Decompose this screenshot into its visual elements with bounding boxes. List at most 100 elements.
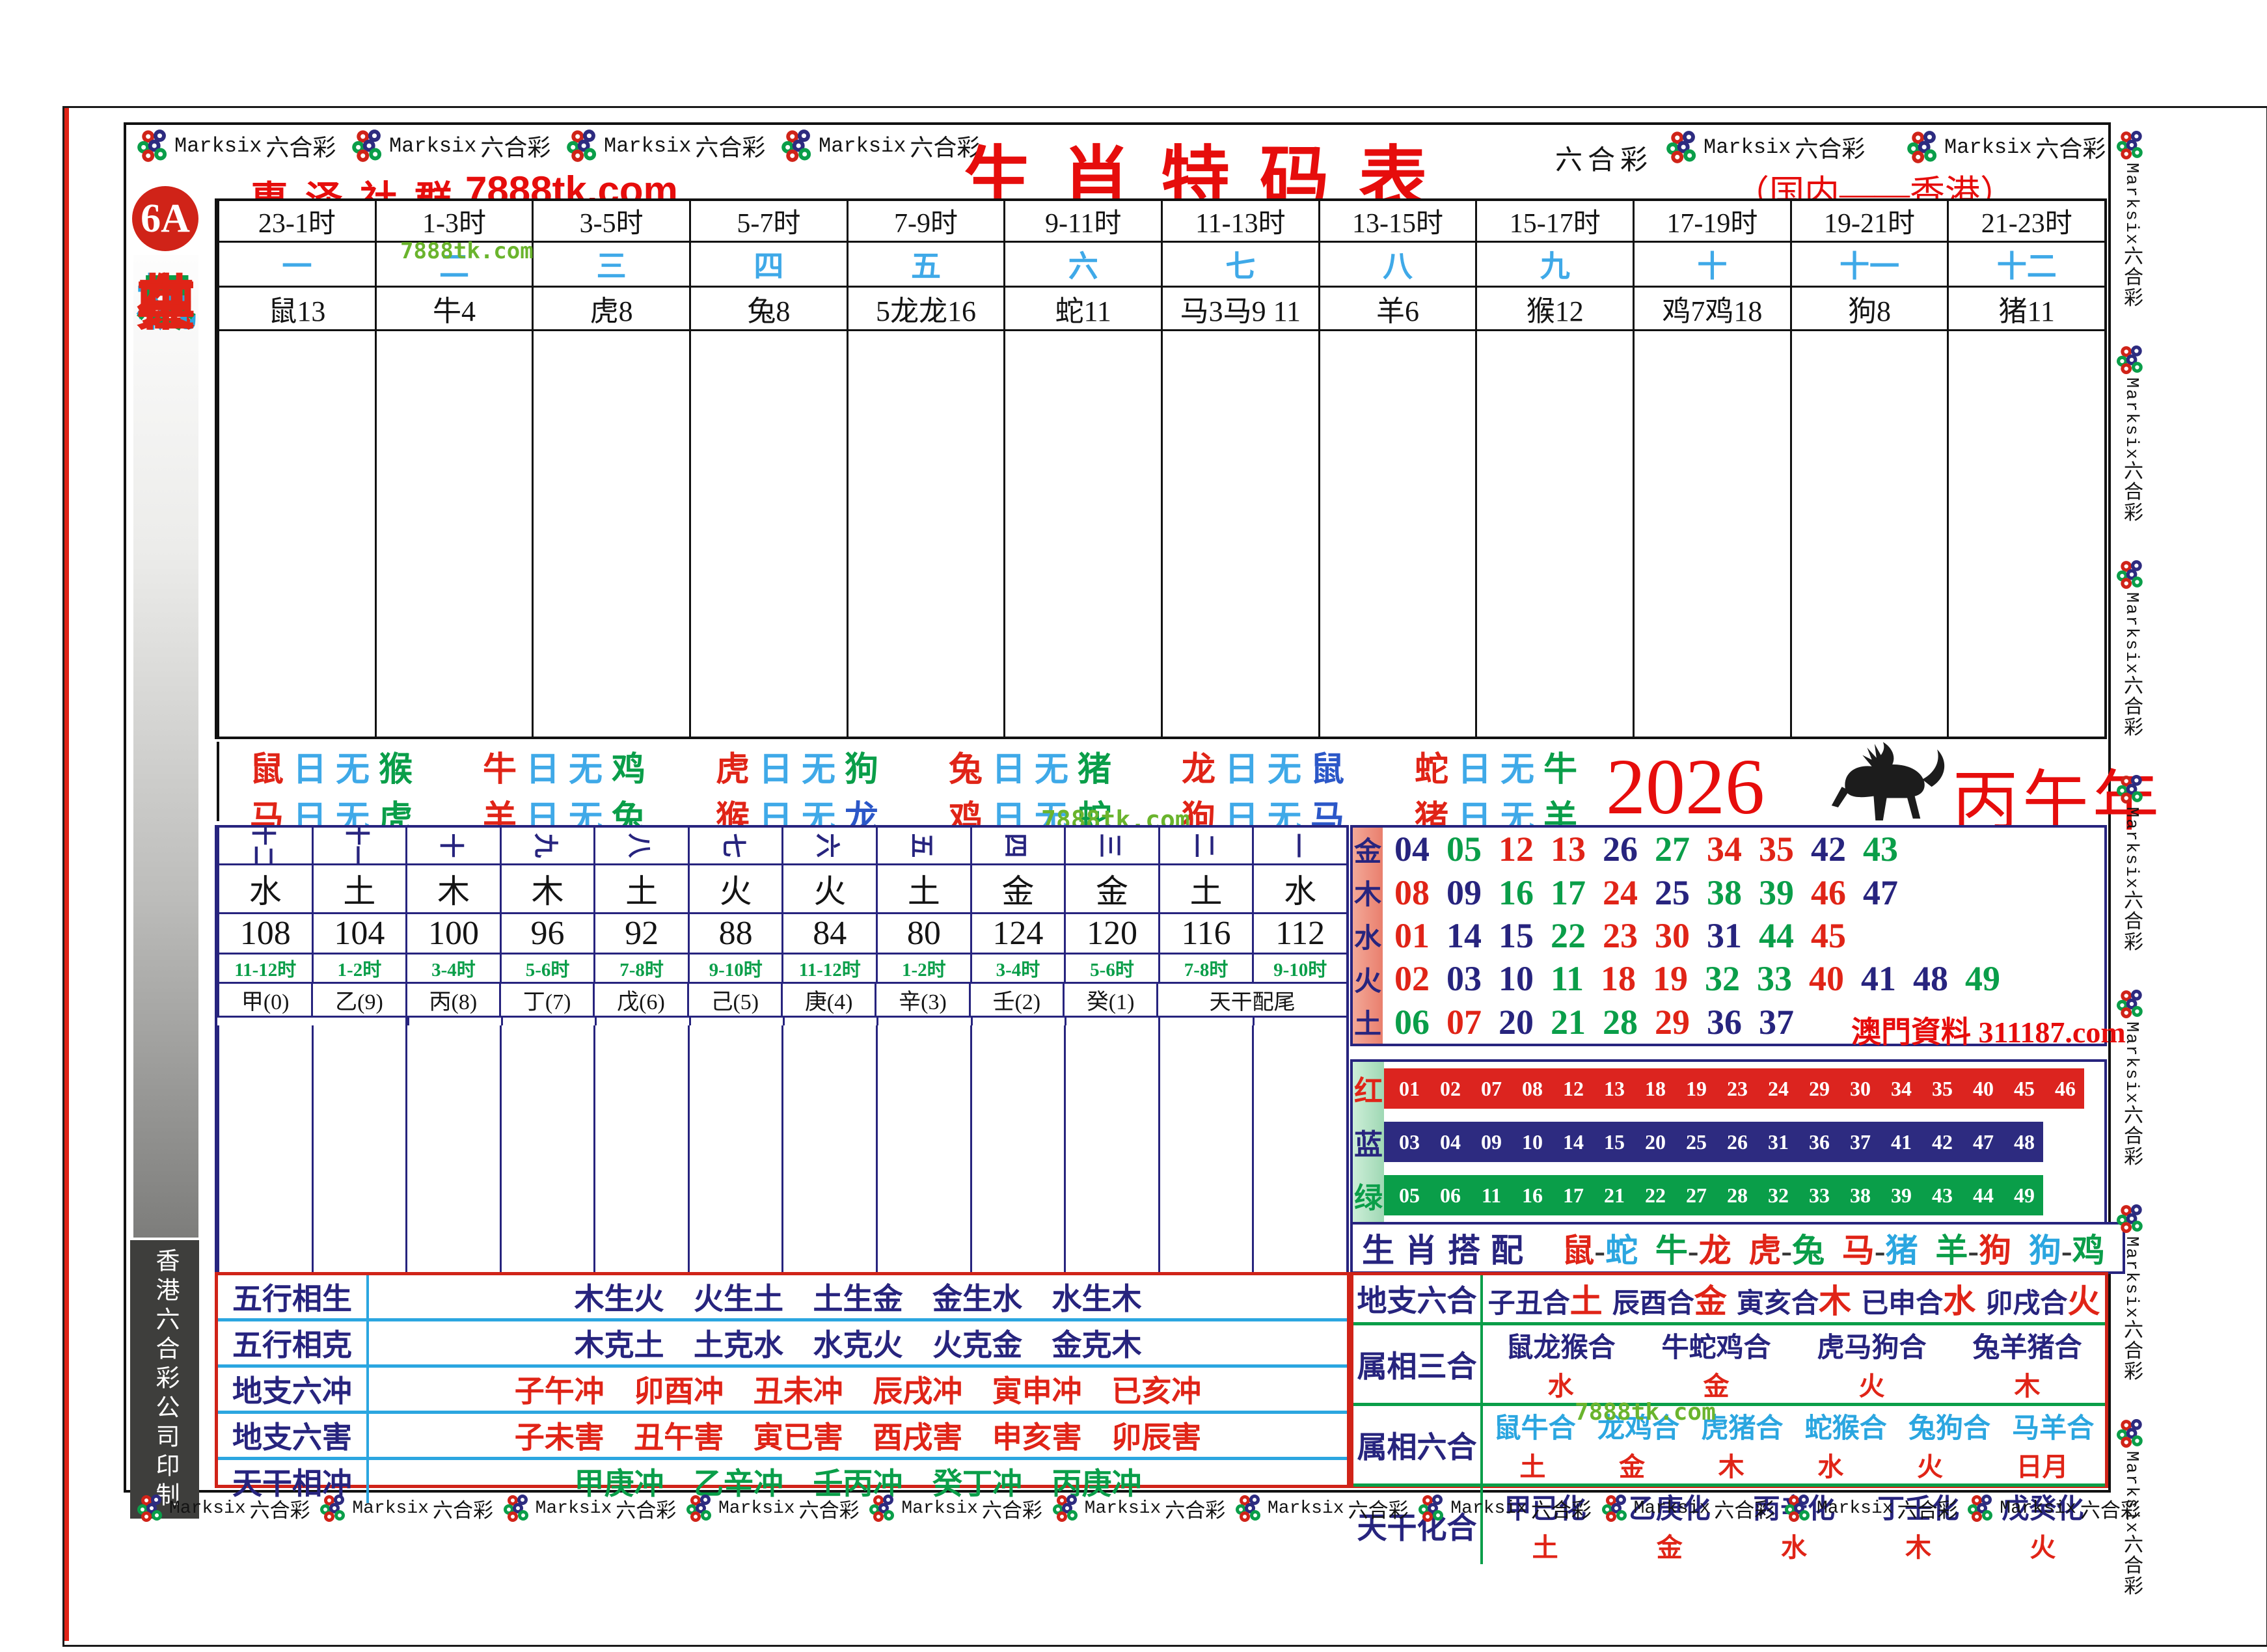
element-number: 38	[1707, 873, 1742, 912]
marksix-flower-icon	[1666, 131, 1696, 163]
no-day-row-1: 鼠日无猴 牛日无鸡 虎日无狗 兔日无猪 龙日无鼠 蛇日无牛	[219, 742, 1617, 791]
element-number: 21	[1551, 1002, 1586, 1042]
combination-label: 天干化合	[1353, 1487, 1483, 1564]
element-cell: 木	[499, 863, 594, 912]
ordinal-cell: 十一	[311, 828, 406, 863]
element-cell: 金	[1064, 863, 1158, 912]
lottery-ball: 22	[1645, 1183, 1666, 1207]
mystery-char: 机	[135, 271, 197, 337]
element-label: 火	[1353, 957, 1383, 1001]
numeral-cell: 十	[1633, 241, 1790, 286]
relation-content: 子未害 丑午害 寅已害 酉戌害 申亥害 卯辰害	[514, 1421, 1202, 1454]
mystery-phrase-block	[215, 1025, 1349, 1293]
element-number: 41	[1861, 959, 1897, 999]
marksix-logo-vertical: Marksix六合彩	[2116, 1204, 2146, 1381]
marksix-flower-icon	[2117, 775, 2143, 804]
marksix-flower-icon	[1968, 1495, 1993, 1522]
element-number: 39	[1759, 873, 1794, 912]
zodiac-pair: 狗-鸡	[2029, 1225, 2105, 1271]
marksix-flower-icon	[137, 1495, 162, 1522]
pair-first: 牛	[1655, 1232, 1688, 1269]
element-number-row: 土 06 07 20 21 28 29 36 37	[1353, 1000, 2104, 1044]
day-zodiac: 牛	[482, 752, 526, 789]
marksix-flower-icon	[137, 129, 167, 162]
stem-digit-cell: 甲(0)	[217, 984, 311, 1016]
combination-element: 水	[1817, 1452, 1844, 1482]
no-day-phrase-band: 鼠日无猴 牛日无鸡 虎日无狗 兔日无猪 龙日无鼠 蛇日无牛 马日无虎 羊日无兔 猴日无龙 鸡日无…	[217, 742, 1617, 837]
combination-content: 鼠龙猴合 牛蛇鸡合 虎马狗合 兔羊猪合 水 金 火 木	[1483, 1325, 2105, 1403]
logo-text-en: Marksix	[352, 1498, 429, 1519]
element-number: 34	[1707, 830, 1742, 869]
ordinal-cell: 四	[970, 828, 1065, 863]
lottery-ball: 03	[1399, 1130, 1420, 1154]
mystery-char: 尽	[135, 271, 197, 337]
lottery-ball: 32	[1768, 1183, 1789, 1207]
marksix-logo-vertical: Marksix六合彩	[2116, 560, 2146, 737]
element-number-row: 火 02 03 10 11 18 19 32 33 40 41 48 49	[1353, 957, 2104, 1001]
zodiac-pair: 马-猪	[1842, 1225, 1918, 1271]
logo-text-cn: 六合彩	[1530, 1498, 1592, 1522]
minor-hour-cell: 11-12时	[781, 953, 876, 982]
logo-text-cn: 六合彩	[432, 1498, 493, 1522]
phrase-column	[405, 1025, 500, 1291]
element-number: 26	[1603, 830, 1638, 869]
zodiac-count-cell: 狗8	[1789, 286, 1948, 329]
combination-item: 龙鸡合	[1597, 1414, 1679, 1444]
age-cell: 116	[1158, 912, 1253, 953]
liuhecai-plain-text: 六合彩	[1555, 146, 1653, 176]
year-number: 2026	[1606, 743, 1765, 831]
stem-digit-cell: 丁(7)	[499, 984, 593, 1016]
numeral-cell: 三	[532, 241, 690, 286]
logo-text-en: Marksix	[2121, 377, 2141, 461]
relation-label: 天干相冲	[218, 1460, 369, 1503]
combination-element: 金	[1656, 1533, 1683, 1562]
logo-text-vertical: Marksix六合彩	[2117, 377, 2145, 522]
element-number: 19	[1653, 959, 1689, 999]
element-number: 40	[1809, 959, 1845, 999]
phrase-column	[499, 1025, 594, 1291]
lottery-ball: 41	[1891, 1130, 1912, 1154]
numeral-cell: 五	[846, 241, 1004, 286]
element-number: 13	[1551, 830, 1586, 869]
element-number: 08	[1394, 873, 1430, 912]
logo-text-en: Marksix	[169, 1498, 246, 1519]
lottery-ball: 04	[1440, 1130, 1461, 1154]
element-number: 49	[1965, 959, 2001, 999]
no-day-mid: 日无	[525, 752, 612, 789]
element-number: 23	[1603, 916, 1638, 956]
pair-dash: -	[1687, 1232, 1699, 1269]
colour-label: 绿	[1353, 1169, 1384, 1222]
zodiac-count-cell: 马3马9 11	[1161, 286, 1318, 329]
element-number: 15	[1499, 916, 1534, 956]
zodiac-count-cell: 鼠13	[217, 286, 375, 329]
logo-text-cn: 六合彩	[2121, 1534, 2142, 1597]
combination-item: 戊癸化	[2002, 1495, 2084, 1524]
logo-text-en: Marksix	[2121, 1236, 2141, 1320]
marksix-flower-icon	[567, 129, 597, 162]
liuhe-element: 金	[1694, 1283, 1727, 1320]
zodiac-count-cell: 猴12	[1475, 286, 1633, 329]
liuhe-element: 土	[1569, 1283, 1603, 1320]
age-element-table: 十二 十一十九八七六五四三二一 水土木木土火火土金金土水 108 104 100 96 9…	[215, 825, 1349, 1059]
grid-column	[846, 338, 1004, 737]
marksix-logo: Marksix 六合彩	[319, 1494, 493, 1523]
element-numbers: 02 03 10 11 18 19 32 33 40 41 48 49	[1383, 958, 2000, 999]
stem-digit-cell: 癸(1)	[1062, 984, 1156, 1016]
grid-column	[1947, 338, 2104, 737]
lottery-ball: 31	[1768, 1130, 1789, 1154]
element-cell: 金	[970, 863, 1065, 912]
pair-first: 狗	[2028, 1232, 2061, 1269]
pair-first: 马	[1841, 1232, 1875, 1269]
minor-hour-cell: 11-12时	[217, 953, 312, 982]
ordinal-cell: 二	[1158, 828, 1253, 863]
ink-horse-image	[1831, 742, 1945, 821]
colour-ball-table: 红 01 02 07 08 12 13 18 19 23 24 29 30 34 35 40 45 46 蓝 0…	[1350, 1059, 2107, 1225]
macau-info-url: 澳門資料 311187.com	[1851, 1016, 2126, 1049]
relation-label: 五行相生	[218, 1275, 369, 1318]
grid-column	[689, 338, 847, 737]
logo-text-en: Marksix	[1633, 1498, 1711, 1519]
liuhe-branches: 卯戌合	[1985, 1289, 2068, 1319]
hour-cell: 21-23时	[1947, 201, 2104, 241]
logo-text-en: Marksix	[1944, 135, 2032, 159]
